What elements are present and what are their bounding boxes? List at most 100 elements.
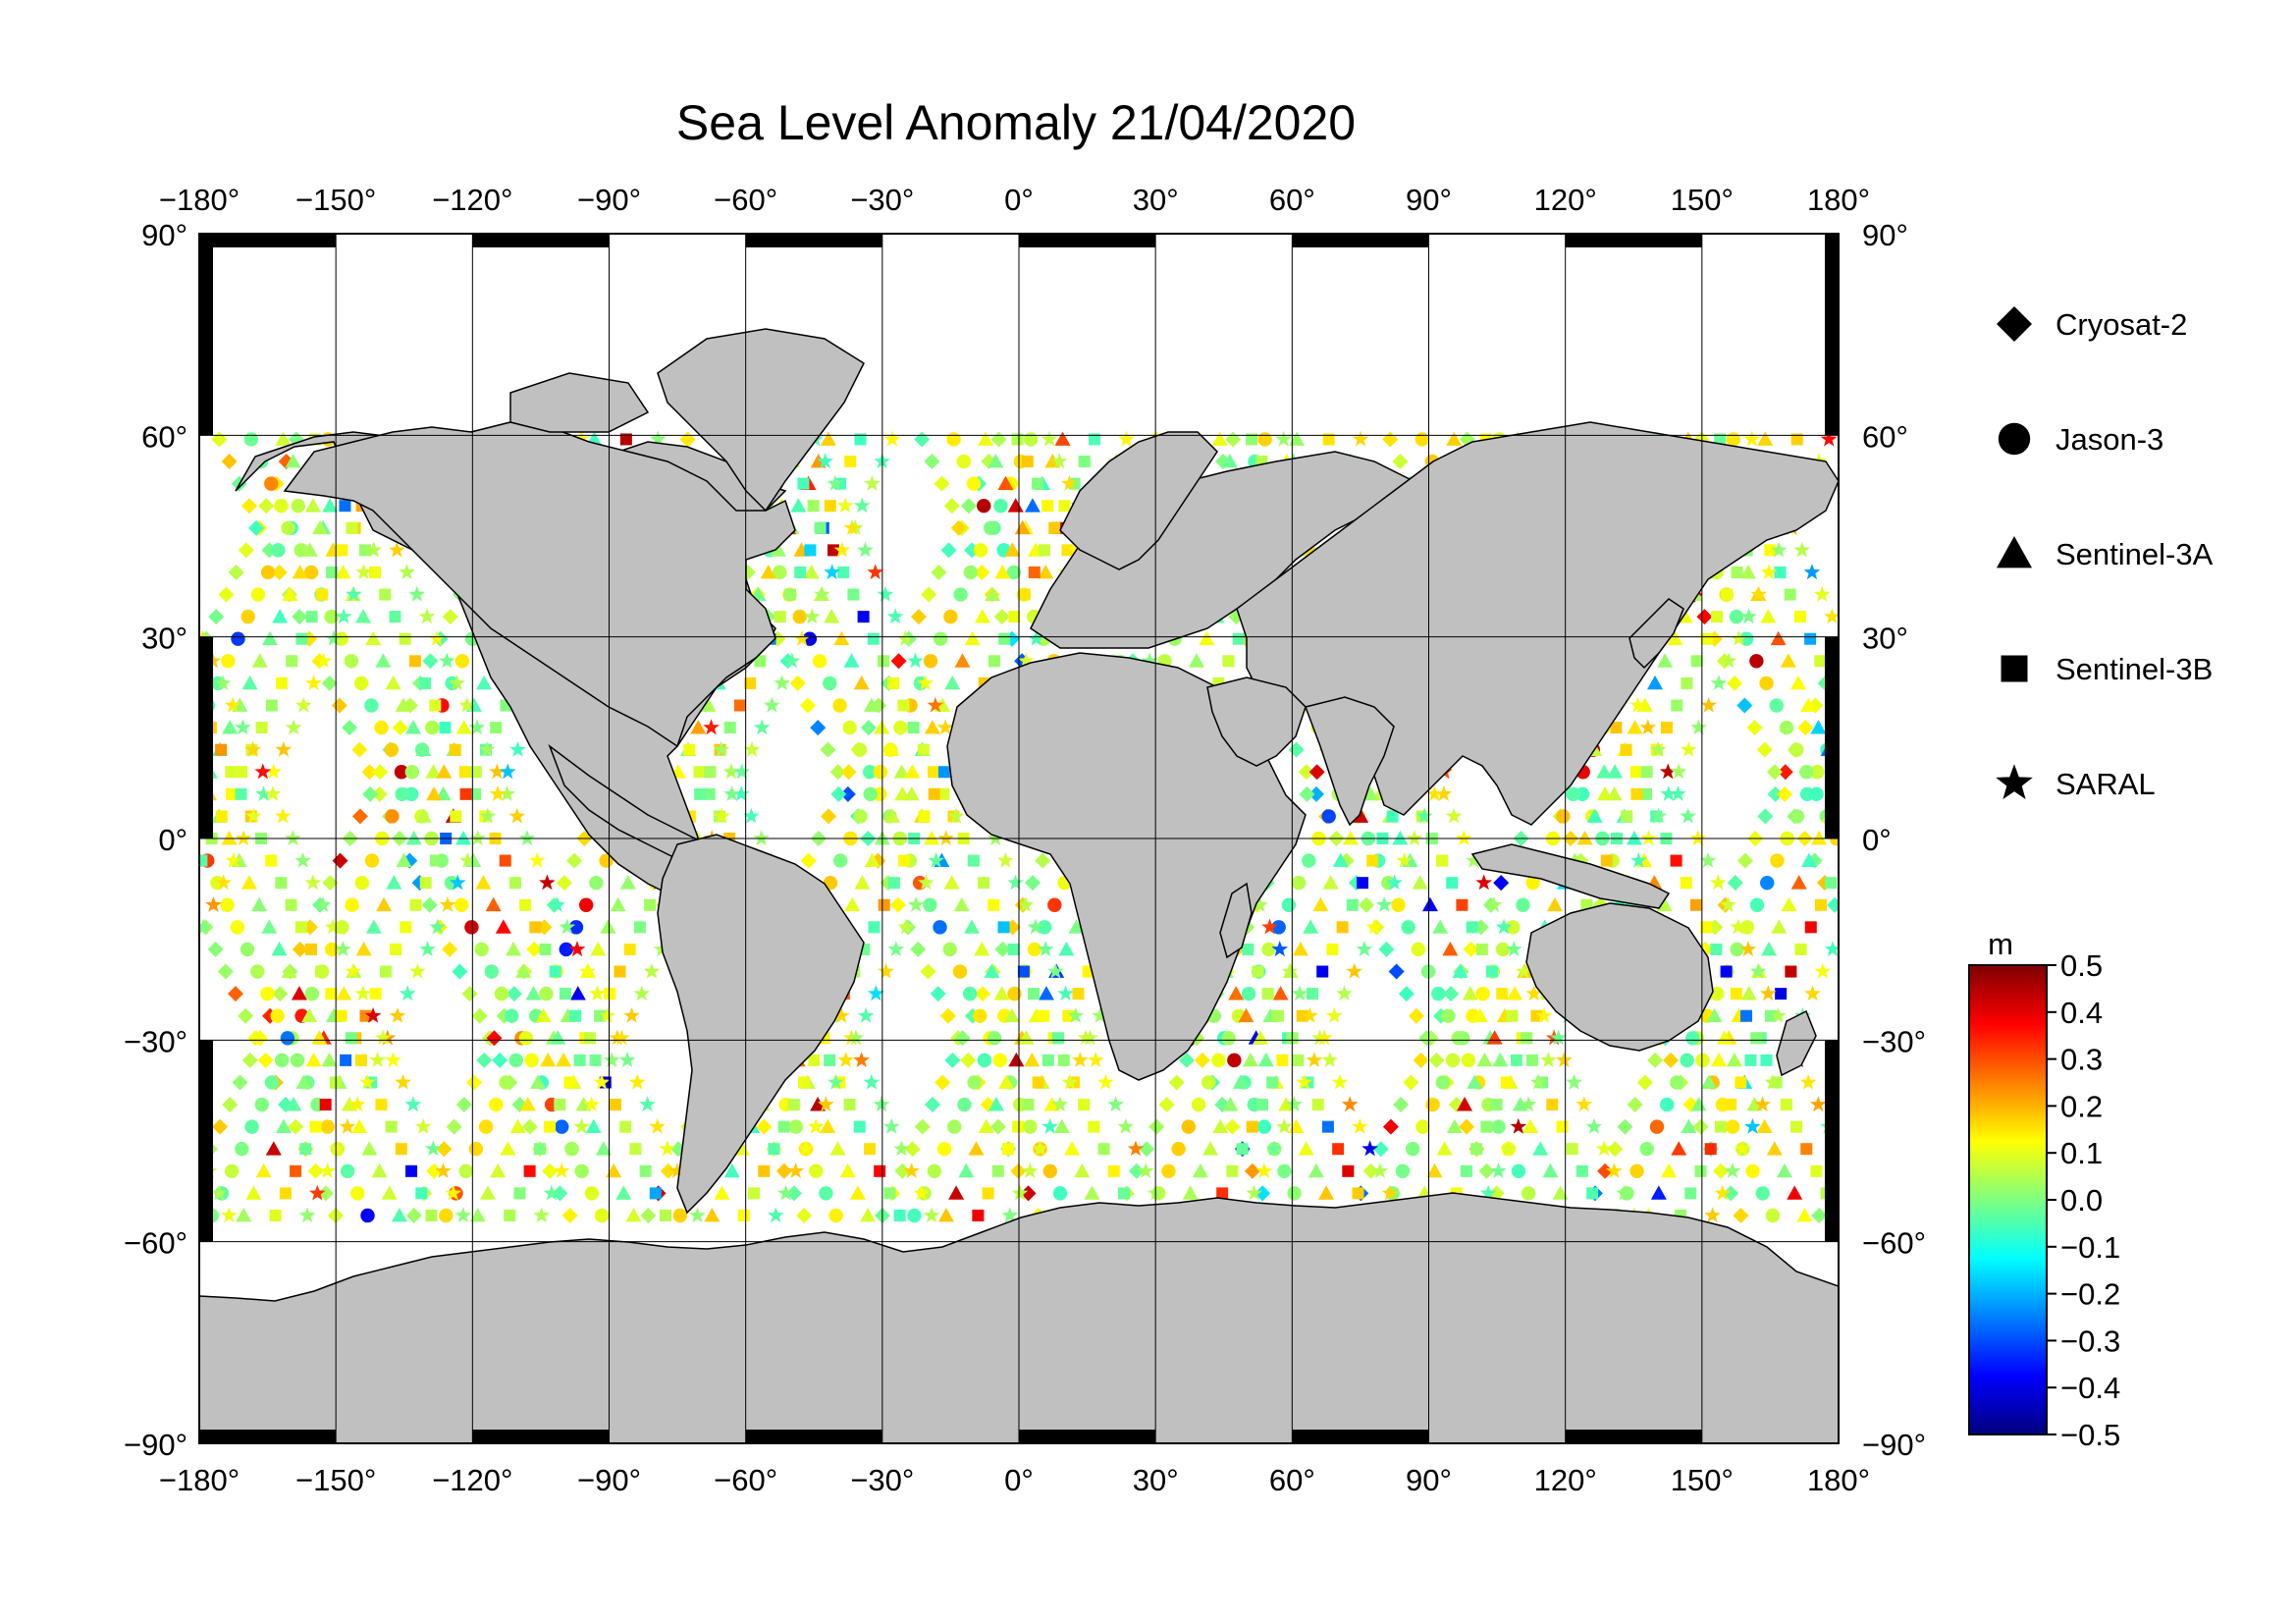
star-data-point xyxy=(997,851,1014,868)
triangle-data-point xyxy=(1800,852,1817,867)
star-data-point xyxy=(389,541,405,558)
square-data-point xyxy=(1486,965,1499,978)
star-data-point xyxy=(668,1163,686,1178)
diamond-data-point xyxy=(939,1007,956,1024)
colorbar-tick-label: −0.4 xyxy=(2060,1371,2120,1405)
colorbar-tick-label: −0.1 xyxy=(2060,1230,2120,1265)
star-data-point xyxy=(918,874,934,891)
triangle-data-point xyxy=(1342,831,1359,845)
square-data-point xyxy=(928,787,940,800)
star-data-point xyxy=(508,807,526,824)
square-data-point xyxy=(1780,1099,1792,1111)
circle-data-point xyxy=(933,920,947,935)
square-data-point xyxy=(1475,943,1488,955)
diamond-data-point xyxy=(1443,986,1460,1002)
star-data-point xyxy=(873,1096,890,1112)
triangle-data-point xyxy=(874,720,890,734)
star-data-point xyxy=(1137,1163,1154,1178)
star-data-point xyxy=(1730,918,1746,935)
star-data-point xyxy=(753,830,770,846)
circle-data-point xyxy=(354,875,370,891)
circle-data-point xyxy=(353,676,369,691)
triangle-data-point xyxy=(1182,1185,1199,1200)
circle-data-point xyxy=(340,1163,355,1179)
triangle-data-point xyxy=(376,896,393,912)
star-data-point xyxy=(1709,874,1727,891)
circle-data-point xyxy=(464,920,479,935)
star-data-point xyxy=(1606,1163,1623,1178)
circle-data-point xyxy=(1161,1163,1176,1179)
star-data-point xyxy=(1286,1096,1303,1112)
circle-data-point xyxy=(1411,942,1426,957)
square-data-point xyxy=(1480,1120,1493,1133)
star-data-point xyxy=(294,696,312,713)
star-data-point xyxy=(445,1184,462,1201)
diamond-data-point xyxy=(1636,1074,1653,1091)
star-data-point xyxy=(439,896,456,912)
star-data-point xyxy=(335,941,351,957)
colorbar-unit-label: m xyxy=(1988,927,2013,961)
triangle-data-point xyxy=(1303,919,1319,934)
square-data-point xyxy=(1460,1164,1472,1177)
circle-data-point xyxy=(1789,809,1805,824)
star-data-point xyxy=(1743,430,1761,447)
triangle-data-point xyxy=(255,1163,272,1178)
star-data-point xyxy=(1082,1029,1098,1046)
diamond-data-point xyxy=(934,1074,951,1091)
triangle-data-point xyxy=(690,720,707,734)
square-data-point xyxy=(868,921,881,934)
star-data-point xyxy=(1001,1207,1019,1223)
diamond-data-point xyxy=(989,1118,1006,1135)
square-data-point xyxy=(1804,632,1817,645)
circle-data-point xyxy=(270,1008,285,1023)
star-data-point xyxy=(395,1073,412,1090)
circle-data-point xyxy=(384,742,399,757)
square-data-point xyxy=(853,1120,866,1133)
diamond-data-point xyxy=(789,675,806,691)
circle-data-point xyxy=(1745,1163,1760,1179)
diamond-data-point xyxy=(1128,1163,1145,1179)
star-data-point xyxy=(1764,1073,1782,1090)
star-data-point xyxy=(1754,1096,1771,1112)
star-data-point xyxy=(659,1140,676,1157)
colorbar-tick-label: 0.1 xyxy=(2060,1136,2103,1170)
circle-data-point xyxy=(505,1008,519,1023)
diamond-data-point xyxy=(227,986,243,1002)
diamond-data-point xyxy=(372,764,389,781)
circle-data-point xyxy=(484,964,500,979)
star-data-point xyxy=(1051,1096,1069,1112)
star-data-point xyxy=(618,1052,636,1067)
square-data-point xyxy=(1032,1076,1044,1089)
circle-data-point xyxy=(1037,920,1052,935)
square-data-point xyxy=(937,766,950,779)
square-data-point xyxy=(1721,588,1734,601)
circle-data-point xyxy=(374,720,389,735)
star-data-point xyxy=(1520,1096,1537,1112)
star-data-point xyxy=(1265,1140,1283,1157)
colorbar-tick-label: 0.2 xyxy=(2060,1089,2103,1123)
star-data-point xyxy=(828,1073,844,1090)
star-data-point xyxy=(1386,874,1403,891)
circle-data-point xyxy=(303,565,319,580)
map-title: Sea Level Anomaly 21/04/2020 xyxy=(676,95,1356,150)
square-data-point xyxy=(758,1164,771,1177)
star-data-point xyxy=(458,696,476,713)
x-tick-label-bottom: 120° xyxy=(1534,1463,1597,1497)
diamond-data-point xyxy=(228,564,244,580)
star-data-point xyxy=(454,1207,472,1223)
star-data-point xyxy=(1281,962,1299,979)
square-data-point xyxy=(1510,1054,1522,1066)
square-data-point xyxy=(335,1009,347,1022)
star-data-point xyxy=(1744,1117,1761,1134)
star-data-point xyxy=(499,785,515,801)
diamond-data-point xyxy=(924,1097,940,1113)
star-data-point xyxy=(254,763,272,780)
triangle-data-point xyxy=(1043,1097,1060,1111)
triangle-data-point xyxy=(894,785,911,801)
square-data-point xyxy=(1725,1099,1737,1111)
star-data-point xyxy=(244,740,261,757)
square-data-point xyxy=(863,1143,876,1156)
triangle-data-point xyxy=(396,852,412,867)
triangle-data-point xyxy=(1462,986,1478,1001)
triangle-data-point xyxy=(1706,1007,1723,1023)
